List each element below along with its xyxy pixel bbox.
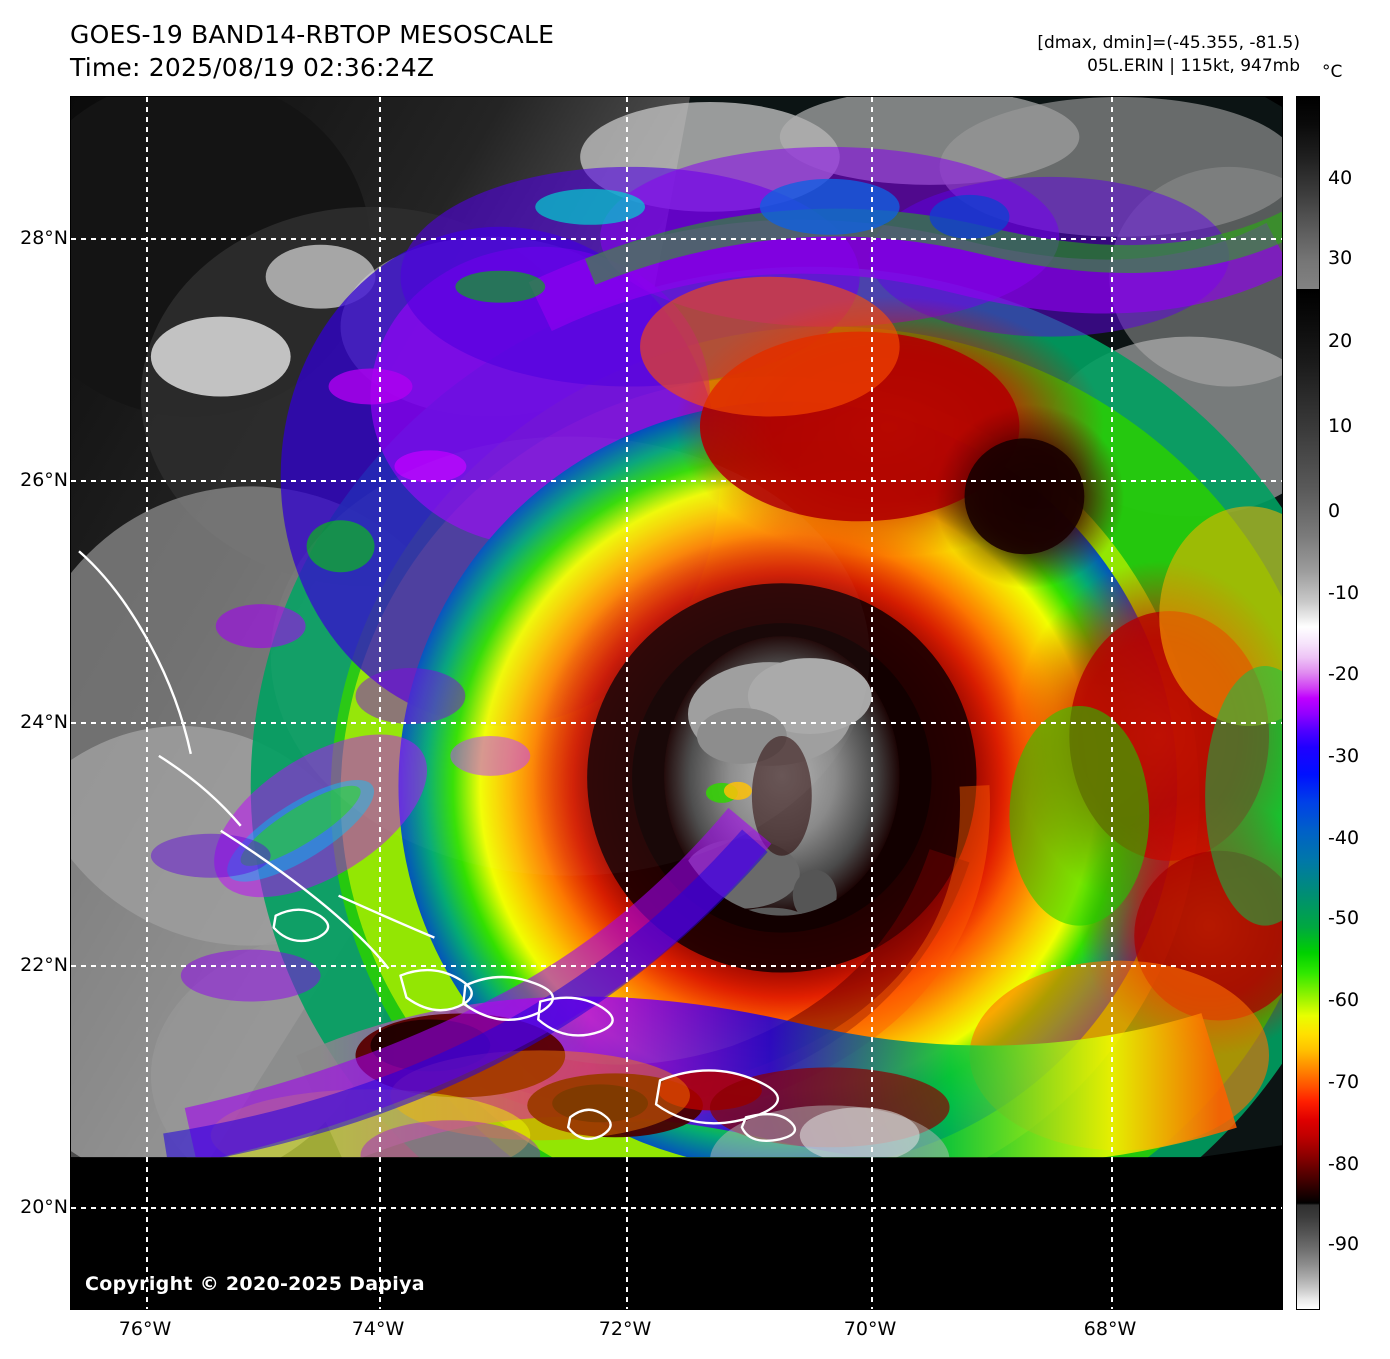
colorbar-unit-label: °C [1322,62,1343,82]
coastline-overlay [78,550,797,1142]
satellite-imagery [71,97,1282,1309]
metadata-block: [dmax, dmin]=(-45.355, -81.5) 05L.ERIN |… [1037,32,1300,78]
colorbar-tick-m80: -80 [1328,1153,1360,1175]
timestamp-line: Time: 2025/08/19 02:36:24Z [70,53,435,82]
colorbar[interactable]: 40 30 20 10 0 -10 -20 -30 -40 -50 -60 -7… [1296,96,1359,1310]
storm-info-label: 05L.ERIN | 115kt, 947mb [1087,56,1300,76]
copyright-notice: Copyright © 2020-2025 Dapiya [85,1273,425,1295]
product-title: GOES-19 BAND14-RBTOP MESOSCALE [70,20,555,49]
colorbar-tick-m50: -50 [1328,907,1360,929]
lon-tick-76w: 76°W [118,1318,172,1340]
colorbar-tick-40: 40 [1328,167,1353,189]
satellite-image-plot[interactable]: Copyright © 2020-2025 Dapiya [70,96,1283,1310]
colorbar-tick-m70: -70 [1328,1071,1360,1093]
lat-tick-26n: 26°N [20,469,68,491]
colorbar-tick-m30: -30 [1328,745,1360,767]
colorbar-tick-m20: -20 [1328,663,1360,685]
colorbar-tick-20: 20 [1328,330,1353,352]
dmax-dmin-label: [dmax, dmin]=(-45.355, -81.5) [1037,33,1300,53]
colorbar-tick-0: 0 [1328,500,1341,522]
colorbar-tick-m90: -90 [1328,1233,1360,1255]
colorbar-tick-m10: -10 [1328,582,1360,604]
colorbar-tick-m40: -40 [1328,827,1360,849]
lon-tick-68w: 68°W [1083,1318,1137,1340]
colorbar-tick-30: 30 [1328,247,1353,269]
lat-tick-24n: 24°N [20,711,68,733]
lon-tick-72w: 72°W [598,1318,652,1340]
page-title: GOES-19 BAND14-RBTOP MESOSCALE Time: 202… [70,18,554,84]
colorbar-tick-m60: -60 [1328,989,1360,1011]
lat-tick-20n: 20°N [20,1196,68,1218]
lat-tick-28n: 28°N [20,227,68,249]
colorbar-main-segment [1296,290,1320,1310]
lon-tick-74w: 74°W [351,1318,405,1340]
lon-tick-70w: 70°W [843,1318,897,1340]
lat-tick-22n: 22°N [20,954,68,976]
colorbar-tick-10: 10 [1328,415,1353,437]
colorbar-upper-segment [1296,96,1320,290]
